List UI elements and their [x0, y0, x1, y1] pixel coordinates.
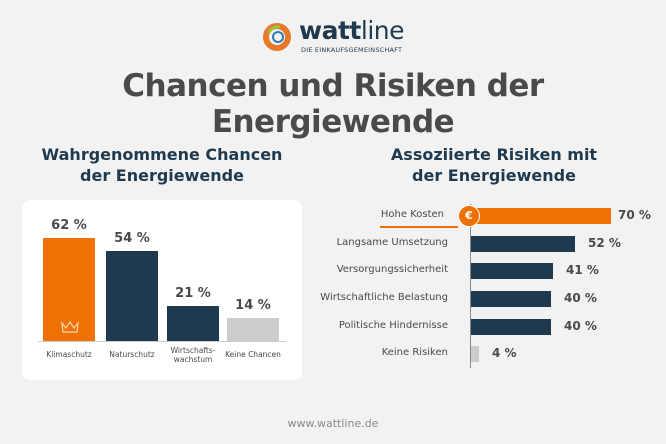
category-label: Langsame Umsetzung [336, 237, 448, 248]
category-label: Wirtschafts- wachstum [170, 346, 216, 364]
value-label: 52 % [588, 236, 621, 250]
category-label: Politische Hindernisse [338, 320, 448, 331]
category-label: Versorgungssicherheit [336, 264, 448, 275]
footer-url[interactable]: www.wattline.de [287, 417, 379, 430]
bar [471, 291, 551, 307]
right-chart-title: Assoziierte Risiken mit der Energiewende [390, 145, 598, 185]
value-label: 14 % [235, 297, 271, 313]
value-label: 41 % [566, 263, 599, 277]
left-chart-title: Wahrgenommene Chancen der Energiewende [41, 145, 283, 185]
page-title: Chancen und Risiken der Energiewende [122, 68, 544, 140]
category-label: Hohe Kosten [380, 209, 444, 220]
value-label: 4 % [492, 346, 517, 360]
logo-wordmark: wattline [299, 16, 405, 45]
crown-icon [61, 320, 79, 333]
category-label: Klimaschutz [46, 350, 92, 359]
logo-tagline: DIE EINKAUFSGEMEINSCHAFT [301, 46, 403, 54]
bar [471, 236, 575, 252]
bar [471, 208, 611, 224]
euro-icon: € [458, 205, 480, 227]
category-label: Naturschutz [109, 350, 155, 359]
x-axis-line [38, 341, 286, 342]
bar [471, 346, 479, 362]
bar [471, 319, 551, 335]
value-label: 54 % [114, 231, 150, 247]
value-label: 21 % [175, 286, 211, 302]
highlight-underline [380, 226, 458, 228]
value-label: 40 % [564, 291, 597, 305]
category-label: Keine Risiken [381, 347, 448, 358]
value-label: 62 % [51, 218, 87, 234]
value-label: 70 % [618, 208, 651, 222]
category-label: Wirtschaftliche Belastung [320, 292, 448, 303]
value-label: 40 % [564, 319, 597, 333]
bar [106, 251, 158, 341]
y-axis-line [470, 204, 471, 368]
bar [227, 317, 279, 341]
category-label: Keine Chancen [225, 350, 281, 359]
bar [471, 263, 553, 279]
logo-icon [263, 23, 291, 51]
bar [167, 306, 219, 341]
